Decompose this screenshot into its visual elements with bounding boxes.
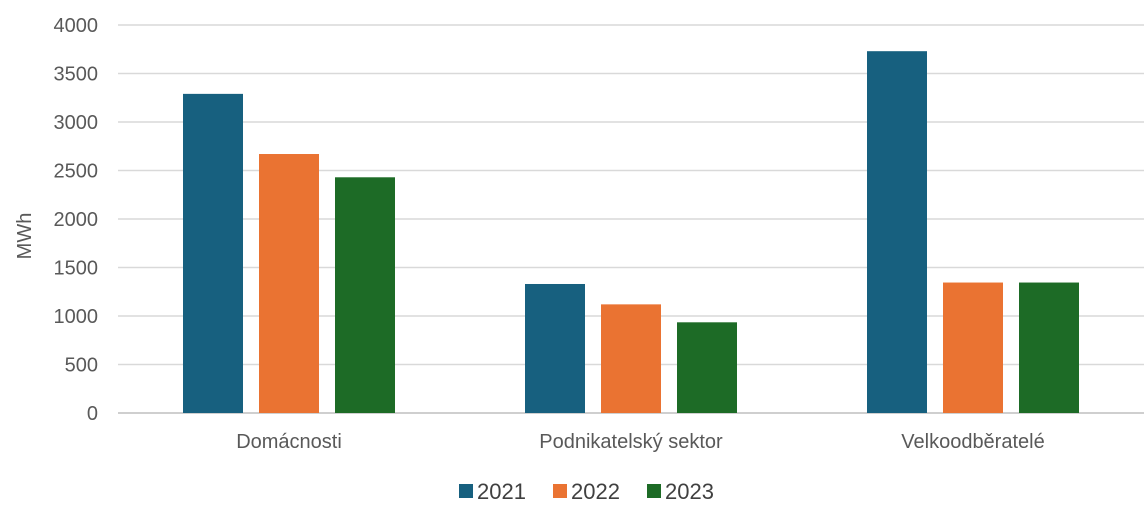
y-tick-label: 500 (65, 355, 98, 377)
bar-2023 (677, 322, 737, 413)
bar-2021 (525, 283, 585, 413)
x-tick-label: Domácnosti (236, 431, 342, 453)
bars (183, 51, 1079, 414)
x-tick-label: Podnikatelský sektor (539, 431, 723, 453)
bar-2022 (259, 154, 319, 413)
y-tick-label: 2000 (54, 209, 99, 231)
legend-swatch-2023 (647, 484, 661, 498)
bar-2022 (943, 282, 1003, 413)
legend-label-2021: 2021 (477, 479, 526, 504)
y-tick-label: 0 (87, 403, 98, 425)
y-axis-title: MWh (14, 213, 36, 260)
legend: 2021 2022 2023 (459, 479, 714, 504)
legend-swatch-2022 (553, 484, 567, 498)
bar-2021 (867, 51, 927, 413)
x-tick-label: Velkoodběratelé (901, 431, 1044, 453)
y-tick-label: 4000 (54, 15, 99, 37)
legend-label-2023: 2023 (665, 479, 714, 504)
legend-swatch-2021 (459, 484, 473, 498)
bar-2023 (1019, 282, 1079, 413)
bar-2021 (183, 93, 243, 414)
y-axis-tick-labels: 0 500 1000 1500 2000 2500 3000 3500 4000 (54, 15, 99, 425)
y-tick-label: 3500 (54, 64, 99, 86)
y-tick-label: 1000 (54, 306, 99, 328)
legend-label-2022: 2022 (571, 479, 620, 504)
x-axis-tick-labels: Domácnosti Podnikatelský sektor Velkoodběr… (236, 431, 1045, 453)
bar-2023 (335, 177, 395, 413)
bar-2022 (601, 304, 661, 413)
y-tick-label: 2500 (54, 161, 99, 183)
y-tick-label: 1500 (54, 258, 99, 280)
y-tick-label: 3000 (54, 112, 99, 134)
